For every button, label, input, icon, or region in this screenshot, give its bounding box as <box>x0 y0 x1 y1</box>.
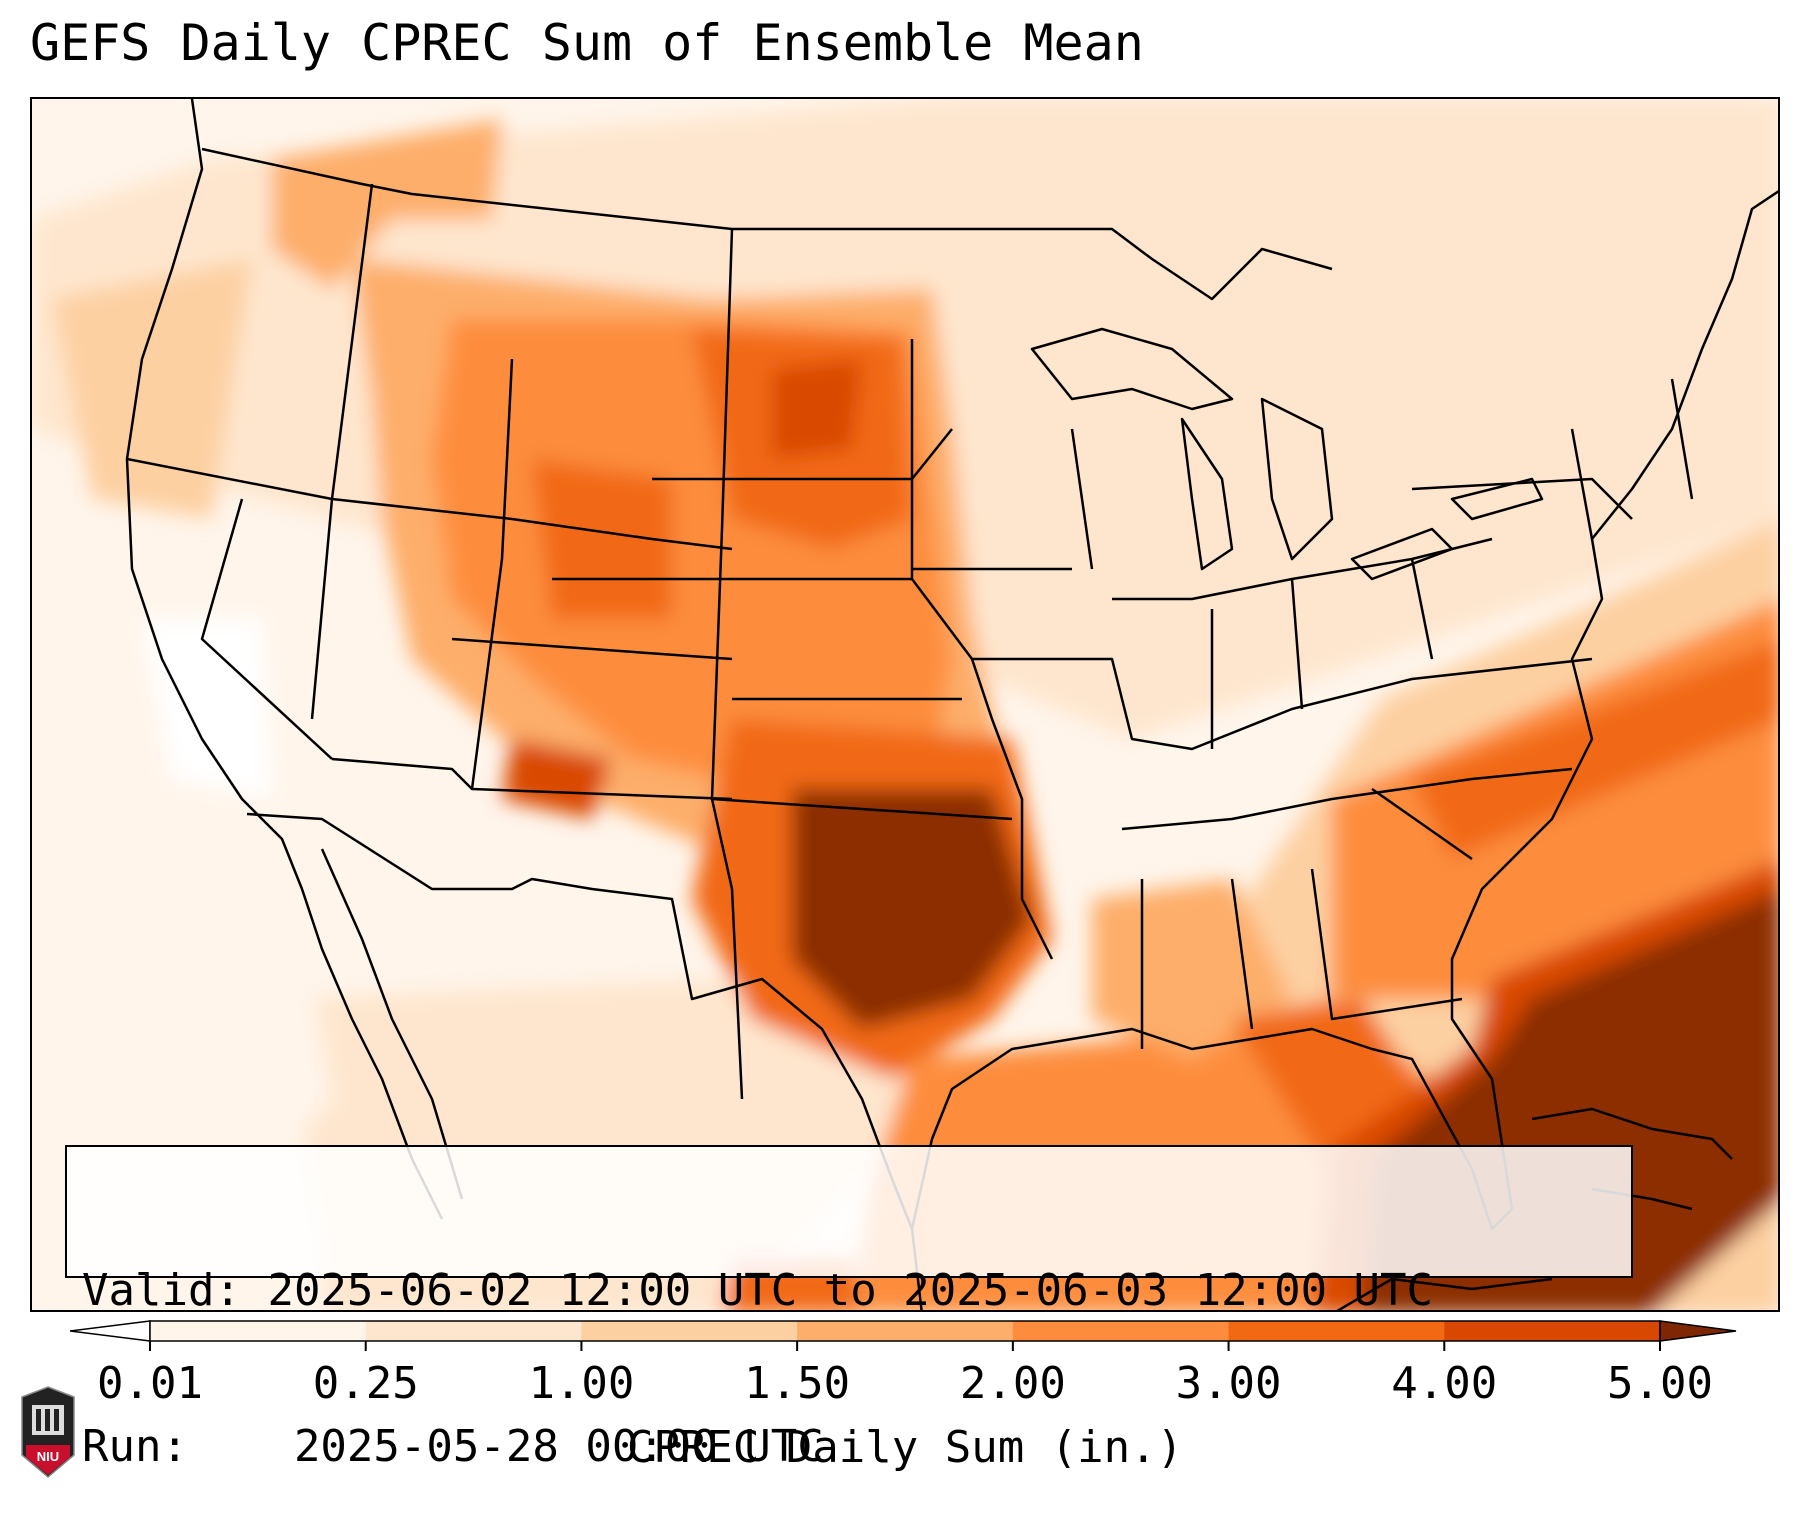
logo-text: NIU <box>37 1449 59 1464</box>
colorbar-tick-label: 2.00 <box>959 1358 1066 1409</box>
colorbar-label: CPREC Daily Sum (in.) <box>626 1422 1184 1473</box>
colorbar-segments <box>70 1320 1737 1342</box>
colorbar-under-arrow <box>70 1320 151 1342</box>
colorbar-segment <box>581 1321 798 1341</box>
colorbar-segment <box>150 1321 367 1341</box>
valid-row: Valid: 2025-06-02 12:00 UTC to 2025-06-0… <box>82 1265 1631 1317</box>
colorbar-segment <box>1444 1321 1661 1341</box>
colorbar-ticks <box>149 1341 1661 1351</box>
map-panel <box>30 97 1780 1312</box>
colorbar-tick-label: 0.25 <box>312 1358 419 1409</box>
colorbar-tick-label: 3.00 <box>1175 1358 1282 1409</box>
colorbar-tick-label: 1.00 <box>528 1358 635 1409</box>
colorbar-over-arrow <box>1659 1320 1737 1342</box>
map-title: GEFS Daily CPREC Sum of Ensemble Mean <box>30 14 1144 72</box>
valid-time-box: Valid: 2025-06-02 12:00 UTC to 2025-06-0… <box>65 1145 1633 1472</box>
colorbar-tick-label: 0.01 <box>97 1358 203 1409</box>
run-row: Run: 2025-05-28 00:00 UTC <box>82 1421 1631 1473</box>
valid-value: 2025-06-02 12:00 UTC to 2025-06-03 12:00… <box>267 1265 1434 1316</box>
colorbar <box>70 1320 1737 1351</box>
niu-logo-icon: NIU <box>21 1386 75 1478</box>
colorbar-tick-label: 5.00 <box>1607 1358 1713 1409</box>
colorbar-tick-label: 1.50 <box>744 1358 851 1409</box>
colorbar-segment <box>1012 1321 1230 1341</box>
colorbar-segment <box>1228 1321 1445 1341</box>
valid-label: Valid: <box>82 1265 241 1316</box>
run-value: 2025-05-28 00:00 UTC <box>293 1421 824 1472</box>
colorbar-segment <box>365 1321 582 1341</box>
run-label: Run: <box>82 1421 188 1472</box>
colorbar-outline <box>149 1320 1661 1342</box>
colorbar-segment <box>797 1321 1014 1341</box>
precip-map <box>32 99 1778 1310</box>
colorbar-tick-label: 4.00 <box>1391 1358 1498 1409</box>
state-borders <box>125 99 1778 1310</box>
